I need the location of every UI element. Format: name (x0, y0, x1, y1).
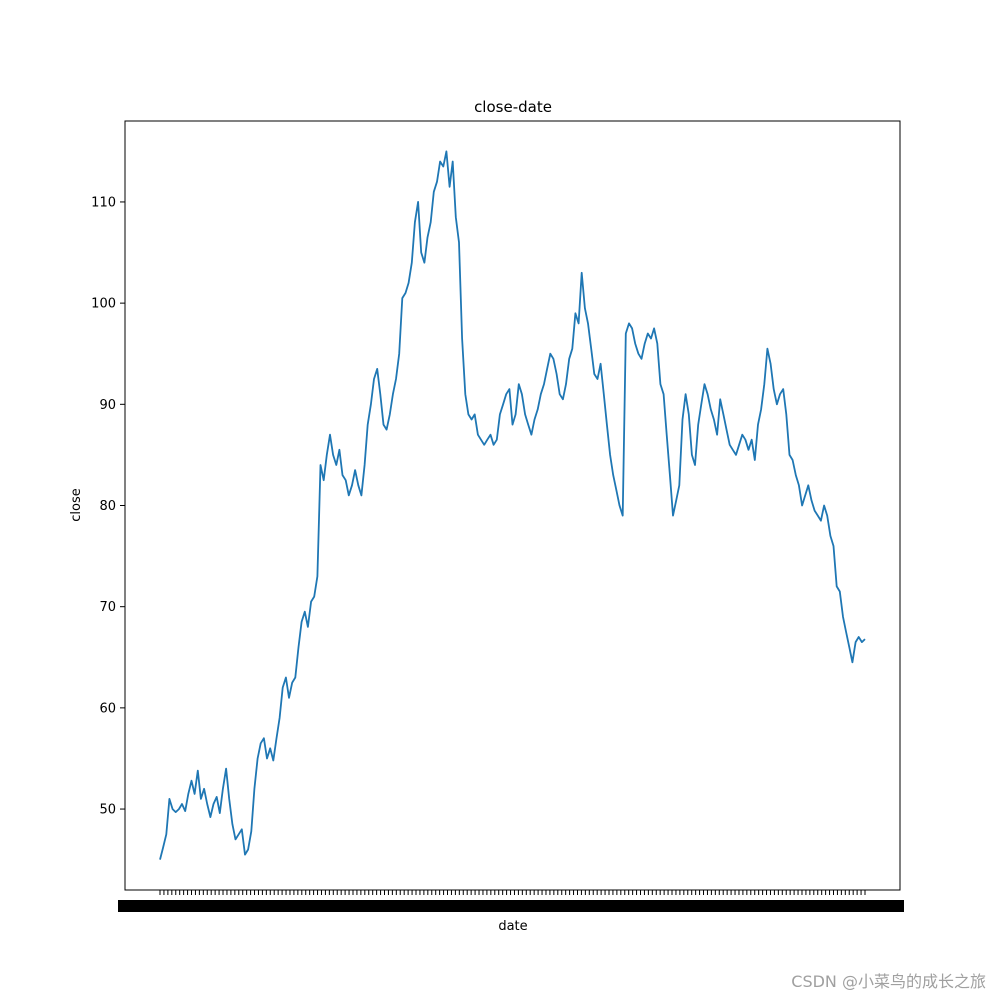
y-tick-label: 100 (91, 297, 116, 312)
y-tick-label: 110 (91, 195, 116, 210)
x-axis-ticks (118, 890, 904, 912)
watermark-text: CSDN @小菜鸟的成长之旅 (791, 972, 986, 991)
y-axis-ticks: 50 60 70 80 90 100 110 (91, 195, 125, 818)
y-tick-label: 70 (99, 600, 116, 615)
series-line (159, 150, 866, 860)
y-axis-label: close (69, 488, 84, 521)
y-tick-label: 90 (99, 398, 116, 413)
y-tick-label: 50 (99, 803, 116, 818)
chart-title: close-date (474, 98, 552, 116)
x-axis-label: date (498, 919, 527, 934)
series-group (159, 150, 866, 860)
plot-frame (124, 120, 901, 891)
x-tick-label-band (118, 900, 904, 912)
y-tick-label: 60 (99, 701, 116, 716)
y-tick-label: 80 (99, 499, 116, 514)
